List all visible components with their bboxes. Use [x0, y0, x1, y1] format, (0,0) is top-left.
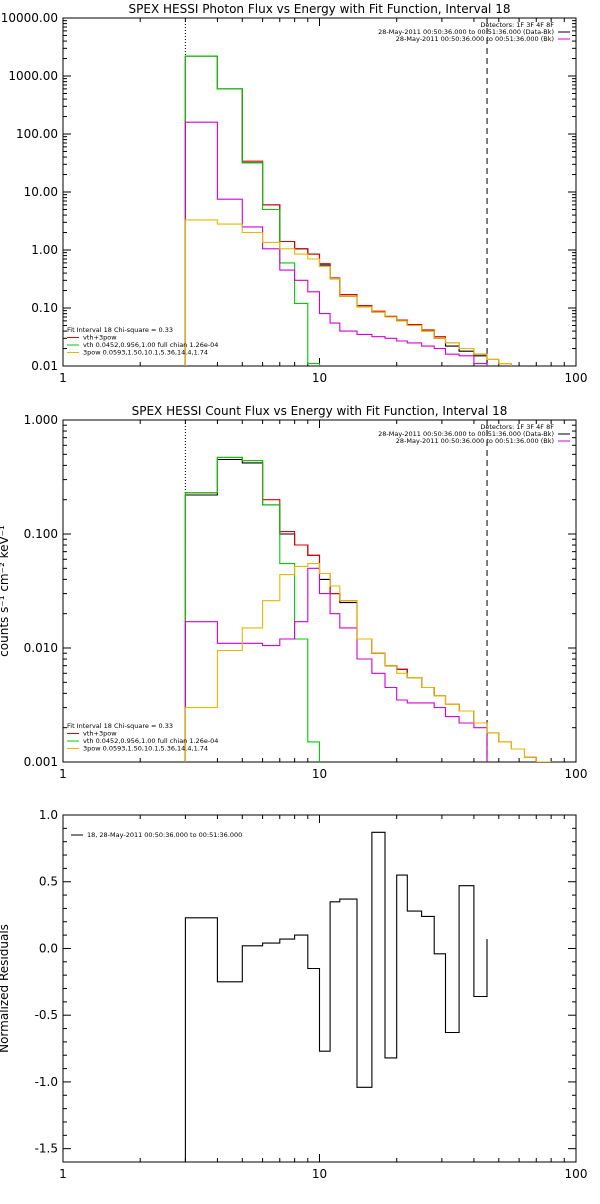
legend-entry: vth+3pow [83, 334, 117, 342]
legend-entry: 28-May-2011 00:50:36.000 to 00:51:36.000… [378, 28, 554, 36]
series-line [184, 456, 321, 762]
series-line [184, 55, 512, 366]
series-line [184, 121, 488, 366]
chart-title: SPEX HESSI Count Flux vs Energy with Fit… [132, 404, 508, 418]
y-tick-label: 1.000 [24, 413, 58, 427]
y-tick-label: 0.10 [31, 301, 58, 315]
y-tick-label: -1.0 [35, 1075, 58, 1089]
x-tick-label: 100 [565, 1167, 588, 1181]
y-tick-label: 0.010 [24, 641, 58, 655]
legend-entry: Detectors: 1F 3F 4F 8F [480, 423, 554, 431]
series-line [184, 567, 488, 762]
series-line [184, 563, 552, 762]
chart-title: SPEX HESSI Photon Flux vs Energy with Fi… [129, 2, 511, 16]
y-tick-label: -0.5 [35, 1008, 58, 1022]
legend-entry: 3pow 0.0593,1.50,10.1,5.36,14.4,1.74 [83, 745, 208, 753]
legend-entry: 3pow 0.0593,1.50,10.1,5.36,14.4,1.74 [83, 349, 208, 357]
legend-entry: 28-May-2011 00:50:36.000 to 00:51:36.000… [396, 35, 554, 43]
series-line [184, 831, 488, 1162]
series-line [184, 219, 512, 366]
x-tick-label: 1 [59, 767, 67, 781]
x-tick-label: 1 [59, 371, 67, 385]
legend-entry: Fit Interval 18 Chi-square = 0.33 [67, 326, 173, 334]
series-line [184, 456, 552, 762]
legend-entry: vth+3pow [83, 730, 117, 738]
x-tick-label: 10 [312, 1167, 327, 1181]
y-tick-label: 0.100 [24, 527, 58, 541]
x-tick-label: 100 [565, 767, 588, 781]
y-tick-label: 0.5 [39, 875, 58, 889]
y-tick-label: 0.0 [39, 941, 58, 955]
y-tick-label: 10.00 [24, 185, 58, 199]
legend-entry: 18, 28-May-2011 00:50:36.000 to 00:51:36… [87, 831, 242, 839]
legend-entry: 28-May-2011 00:50:36.000 to 00:51:36.000… [378, 430, 554, 438]
y-tick-label: 0.01 [31, 359, 58, 373]
y-tick-label: 10000.00 [1, 11, 58, 25]
legend-entry: 28-May-2011 00:50:36.000 to 00:51:36.000… [396, 437, 554, 445]
legend-entry: vth 0.0452,0.956,1.00 full chian 1.26e-0… [83, 737, 218, 745]
x-tick-label: 100 [565, 371, 588, 385]
x-tick-label: 10 [312, 371, 327, 385]
legend-entry: vth 0.0452,0.956,1.00 full chian 1.26e-0… [83, 341, 218, 349]
y-tick-label: 100.00 [16, 127, 58, 141]
y-axis-label: Normalized Residuals [0, 924, 11, 1053]
y-tick-label: 0.001 [24, 755, 58, 769]
y-tick-label: 1.00 [31, 243, 58, 257]
x-tick-label: 1 [59, 1167, 67, 1181]
y-tick-label: 1000.00 [8, 69, 58, 83]
y-axis-label: counts s⁻¹ cm⁻² keV⁻¹ [0, 525, 11, 657]
series-line [184, 55, 488, 366]
x-tick-label: 10 [312, 767, 327, 781]
y-tick-label: -1.5 [35, 1142, 58, 1156]
series-line [184, 55, 321, 366]
legend-entry: Detectors: 1F 3F 4F 8F [480, 21, 554, 29]
legend-entry: Fit Interval 18 Chi-square = 0.33 [67, 722, 173, 730]
y-tick-label: 1.0 [39, 808, 58, 822]
